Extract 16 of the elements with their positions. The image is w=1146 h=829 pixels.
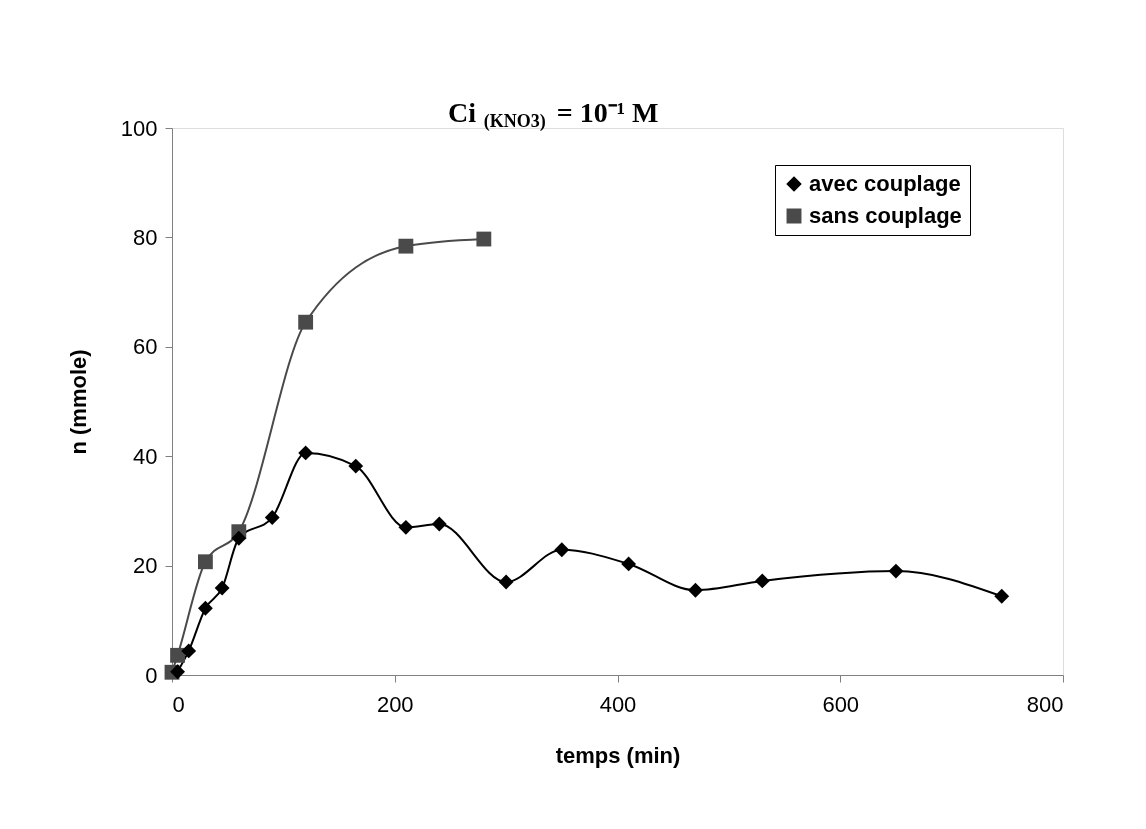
x-tick-label: 600 (822, 691, 860, 717)
legend-label: avec couplage (809, 171, 961, 196)
y-tick-label: 60 (133, 334, 158, 360)
y-tick-label: 80 (133, 224, 158, 250)
x-tick-label: 200 (376, 691, 414, 717)
x-axis-title: temps (min) (555, 742, 681, 768)
legend-label: sans couplage (809, 203, 962, 228)
y-tick-label: 0 (145, 662, 158, 688)
y-axis-title: n (mmole) (65, 349, 91, 455)
x-tick-label: 400 (599, 691, 637, 717)
y-tick-label: 100 (120, 115, 158, 141)
chart-title: Ci(KNO3) = 10⁻¹ M (448, 97, 659, 132)
x-tick-label: 0 (172, 691, 185, 717)
y-tick-label: 20 (133, 553, 158, 579)
x-tick-label: 800 (1026, 691, 1064, 717)
y-tick-label: 40 (133, 443, 158, 469)
